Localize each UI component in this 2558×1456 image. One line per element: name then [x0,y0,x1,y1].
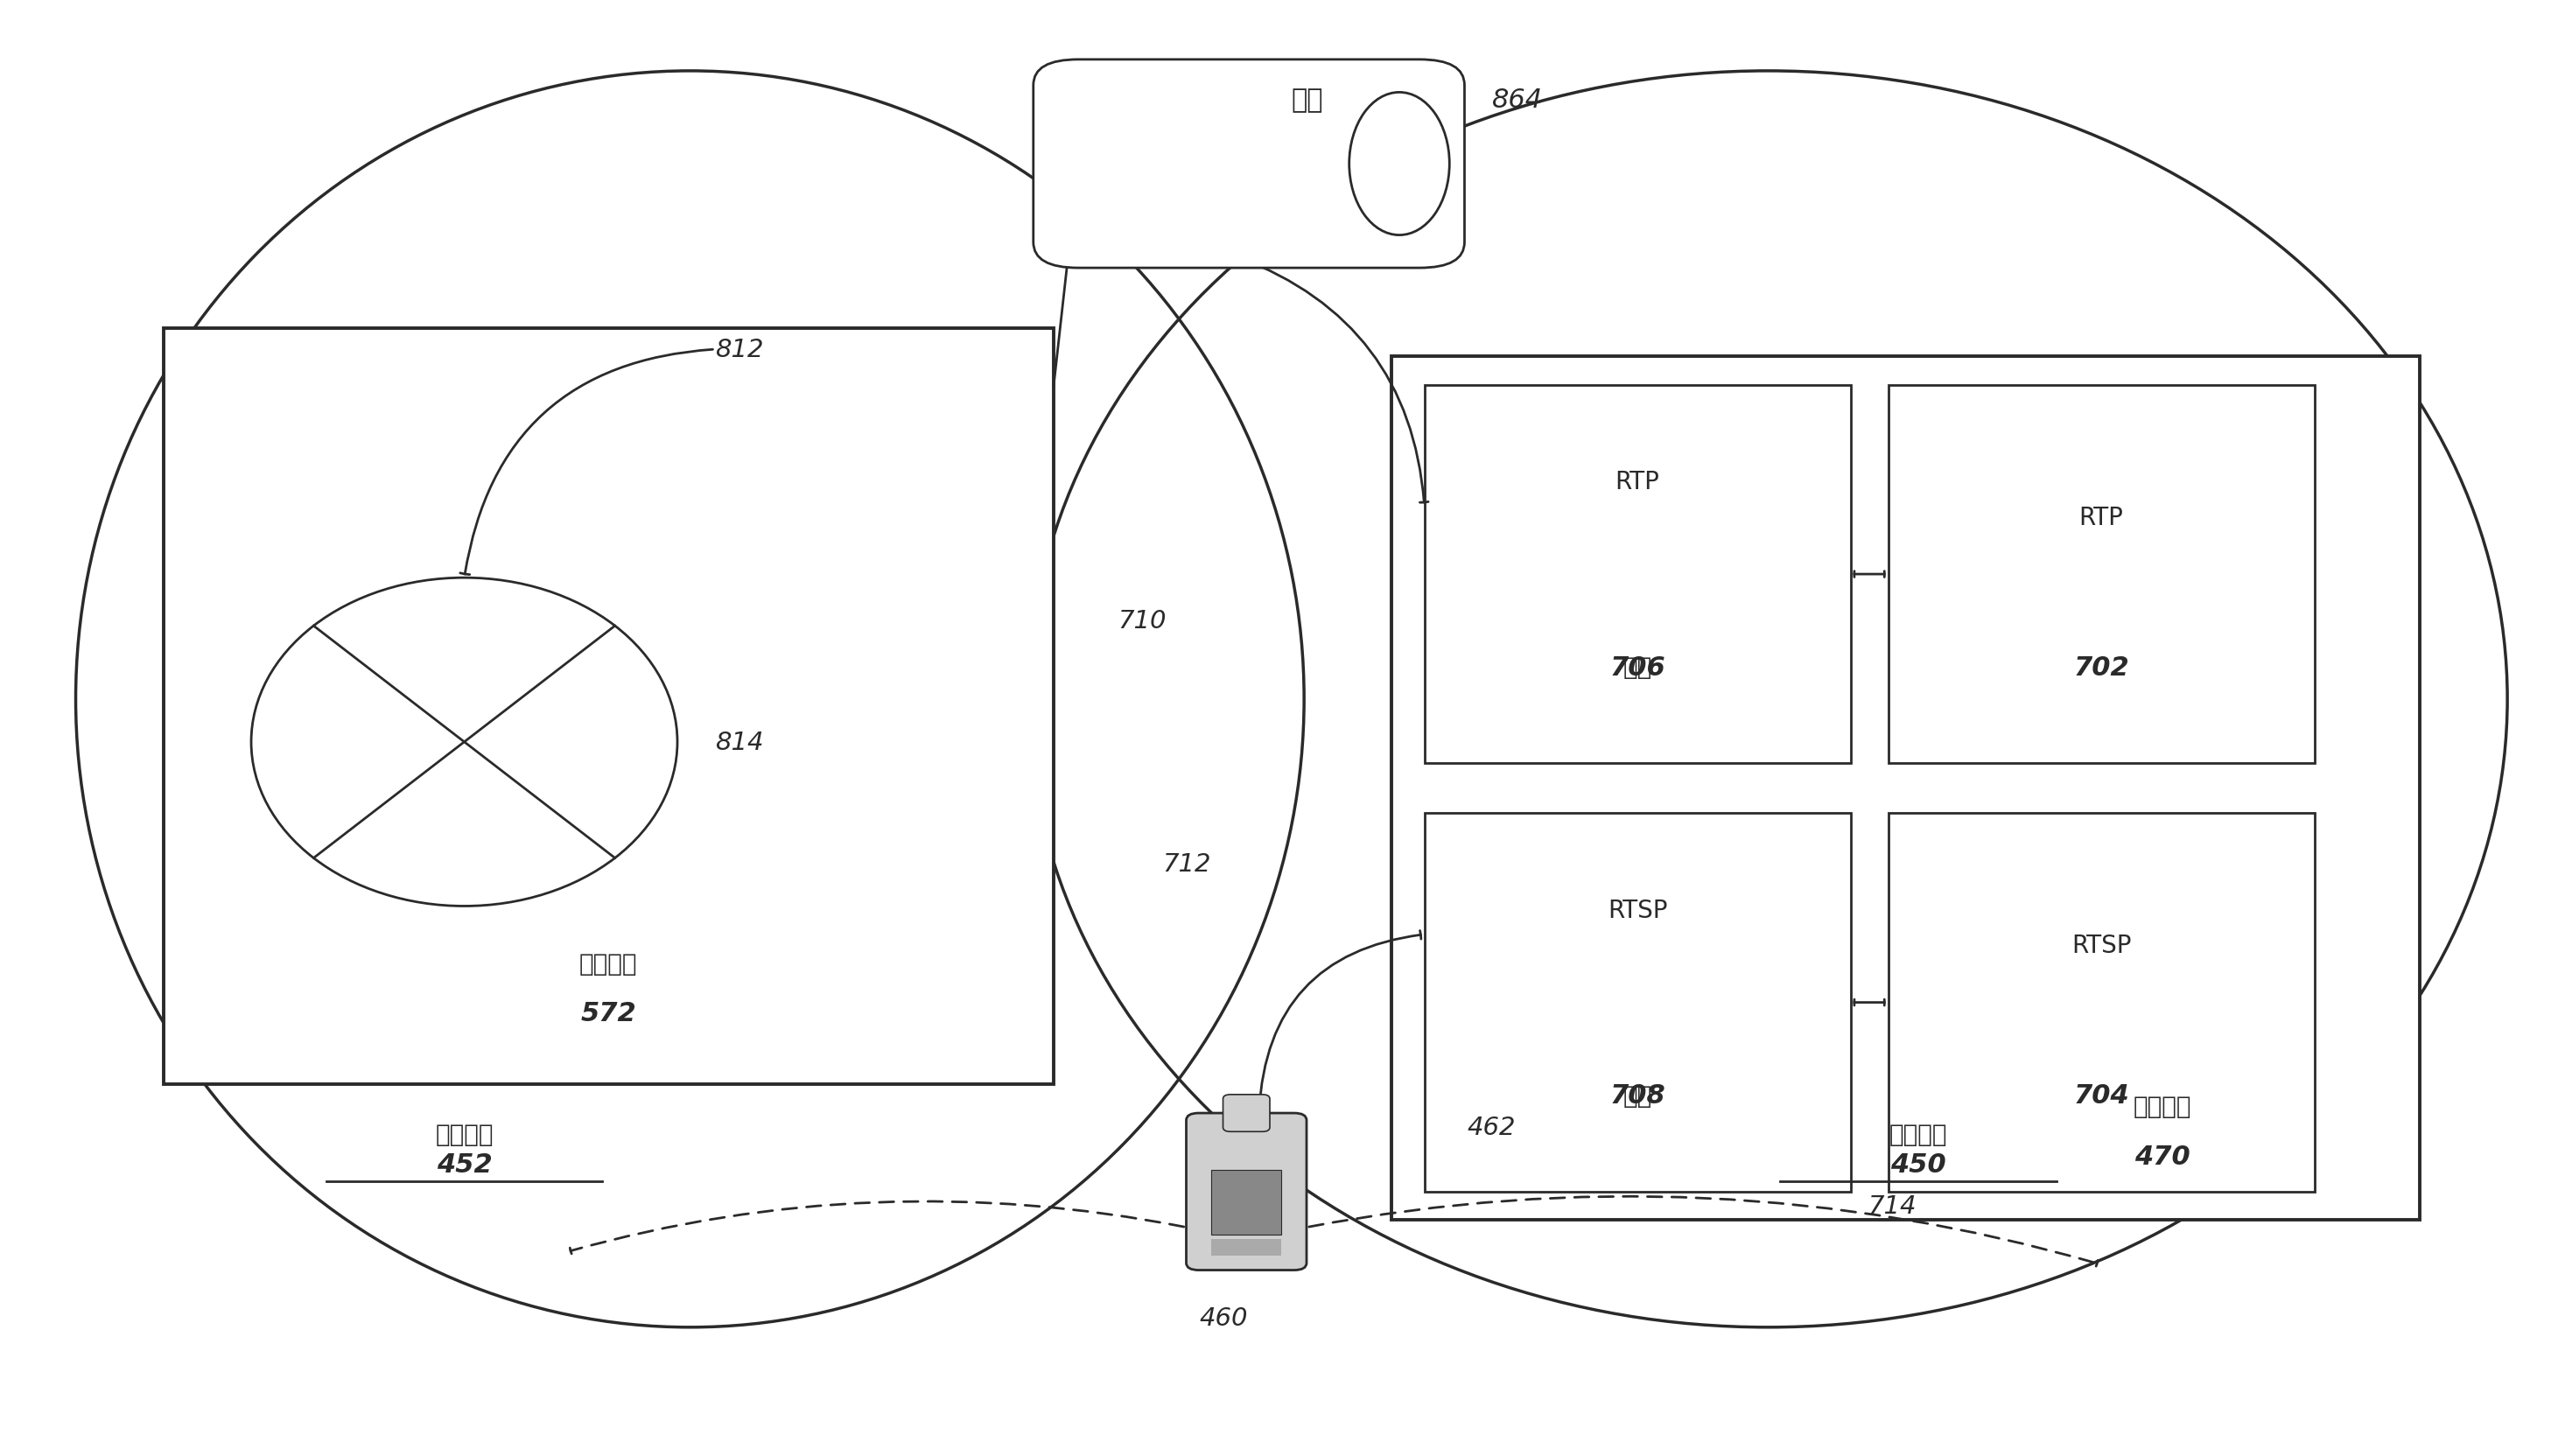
Bar [1212,1239,1282,1257]
Bar [1888,814,2315,1191]
Text: 572: 572 [581,1000,637,1026]
Bar [1425,814,1849,1191]
Bar [1425,386,1849,764]
Text: 电子装置: 电子装置 [2133,1093,2192,1118]
FancyBboxPatch shape [1033,60,1466,268]
Text: 702: 702 [2075,655,2128,680]
Text: 电子装置: 电子装置 [578,951,637,976]
Text: 接入网络: 接入网络 [1890,1121,1947,1146]
Ellipse shape [1348,93,1450,236]
Text: 706: 706 [1609,655,1665,680]
Text: 708: 708 [1609,1083,1665,1108]
Bar [1212,1171,1282,1235]
Text: 714: 714 [1867,1194,1916,1219]
Text: 452: 452 [437,1152,491,1178]
Text: 712: 712 [1164,852,1212,877]
Text: 接入网络: 接入网络 [435,1121,494,1146]
Text: 864: 864 [1491,87,1542,114]
Text: 814: 814 [716,729,762,754]
Text: 隧道: 隧道 [1292,87,1322,114]
Text: RTSP: RTSP [1606,898,1668,922]
Text: RTP: RTP [1614,470,1660,494]
Text: 代理: 代理 [1622,1083,1652,1108]
Text: 710: 710 [1118,609,1166,633]
Text: RTP: RTP [2080,505,2123,530]
Bar [164,329,1054,1085]
Text: 450: 450 [1890,1152,1947,1178]
FancyBboxPatch shape [1187,1114,1307,1270]
Bar [1392,357,2420,1220]
Text: 470: 470 [2136,1143,2190,1169]
Text: 812: 812 [716,338,762,363]
Text: RTSP: RTSP [2072,933,2131,958]
FancyBboxPatch shape [1223,1095,1269,1131]
Text: 704: 704 [2075,1083,2128,1108]
Text: 代理: 代理 [1622,655,1652,680]
Text: 462: 462 [1466,1115,1514,1140]
Bar [1888,386,2315,764]
Text: 460: 460 [1200,1306,1248,1331]
